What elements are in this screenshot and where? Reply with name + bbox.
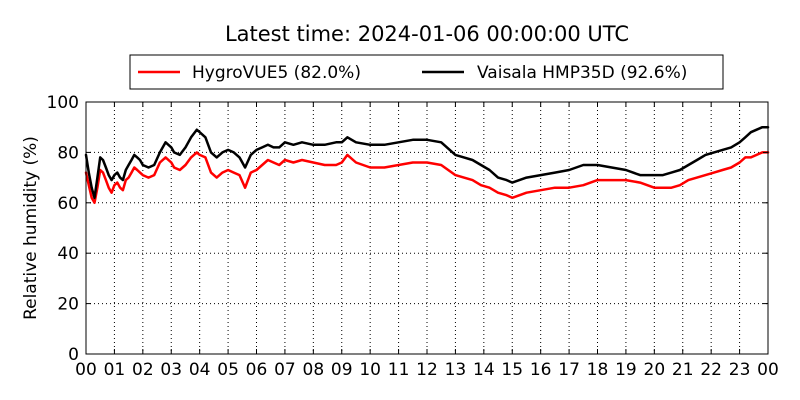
- y-tick-label: 0: [68, 345, 79, 365]
- x-tick-label: 00: [75, 360, 97, 380]
- chart-title: Latest time: 2024-01-06 00:00:00 UTC: [225, 22, 629, 46]
- y-tick-label: 80: [57, 143, 79, 163]
- x-tick-label: 14: [473, 360, 495, 380]
- grid: [86, 102, 768, 354]
- y-tick-label: 60: [57, 194, 79, 214]
- x-tick-label: 21: [672, 360, 694, 380]
- ticks: 00 01 02 03 04 05 06 07 08 09 10 11 12 13 14 15 16 17 18 19…: [47, 93, 779, 380]
- x-tick-label: 11: [388, 360, 410, 380]
- x-tick-label: 09: [331, 360, 353, 380]
- y-tick-label: 40: [57, 244, 79, 264]
- x-tick-label: 15: [501, 360, 523, 380]
- series-layer: [84, 125, 770, 205]
- x-tick-label: 08: [303, 360, 325, 380]
- x-tick-label: 03: [160, 360, 182, 380]
- x-tick-label: 00: [757, 360, 779, 380]
- series-line-vaisala: [84, 125, 770, 200]
- x-tick-label: 19: [615, 360, 637, 380]
- x-tick-label: 18: [587, 360, 609, 380]
- x-tick-label: 10: [359, 360, 381, 380]
- x-tick-label: 22: [700, 360, 722, 380]
- x-tick-label: 07: [274, 360, 296, 380]
- y-axis-label: Relative humidity (%): [21, 136, 41, 320]
- x-tick-label: 23: [729, 360, 751, 380]
- x-tick-label: 06: [246, 360, 268, 380]
- x-tick-label: 16: [530, 360, 552, 380]
- x-tick-label: 12: [416, 360, 438, 380]
- series-line-hygrovue5: [84, 151, 770, 205]
- x-tick-label: 20: [644, 360, 666, 380]
- legend-label-vaisala: Vaisala HMP35D (92.6%): [477, 63, 687, 83]
- legend: HygroVUE5 (82.0%) Vaisala HMP35D (92.6%): [129, 54, 724, 90]
- x-tick-label: 05: [217, 360, 239, 380]
- x-tick-label: 17: [558, 360, 580, 380]
- x-tick-label: 13: [445, 360, 467, 380]
- plot-frame: [85, 101, 769, 355]
- x-tick-label: 01: [104, 360, 126, 380]
- y-tick-label: 20: [57, 295, 79, 315]
- x-tick-label: 04: [189, 360, 211, 380]
- x-tick-label: 02: [132, 360, 154, 380]
- y-tick-label: 100: [47, 93, 79, 113]
- legend-label-hygrovue5: HygroVUE5 (82.0%): [192, 63, 361, 83]
